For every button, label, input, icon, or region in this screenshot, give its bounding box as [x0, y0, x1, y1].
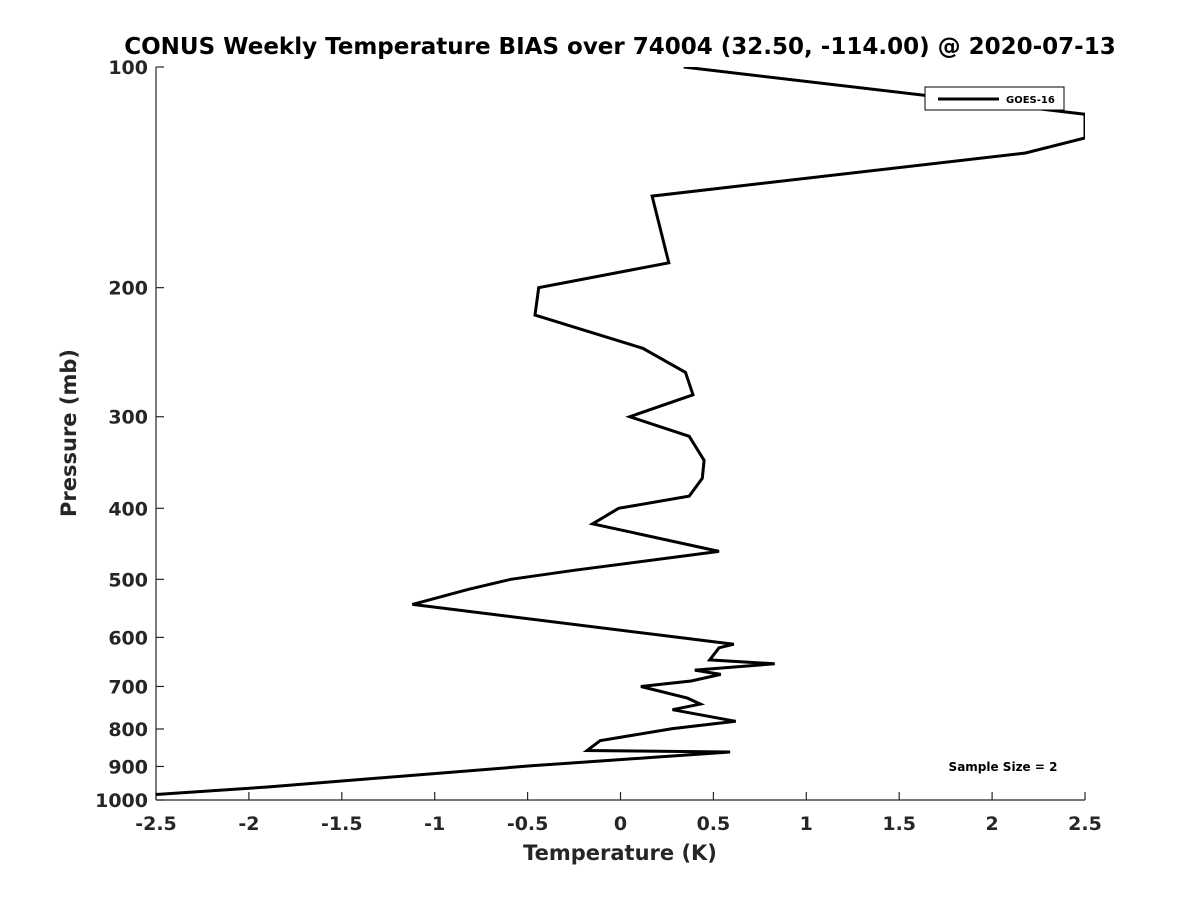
- x-tick-label: 2: [985, 813, 998, 835]
- y-tick-label: 600: [108, 627, 148, 649]
- legend: GOES-16: [924, 86, 1065, 111]
- x-tick-label: -1.5: [321, 813, 363, 835]
- x-tick-label: -1: [424, 813, 445, 835]
- x-tick-label: -2.5: [135, 813, 177, 835]
- x-tick-label: 1: [800, 813, 813, 835]
- y-axis-label: Pressure (mb): [57, 349, 81, 517]
- x-tick-label: 0: [614, 813, 627, 835]
- x-axis-label: Temperature (K): [523, 841, 717, 865]
- y-tick-label: 500: [108, 569, 148, 591]
- x-tick-label: 0.5: [697, 813, 731, 835]
- x-axis-ticks: -2.5 -2 -1.5 -1 -0.5 0 0.5 1 1.5 2 2.5: [135, 792, 1102, 835]
- y-tick-label: 900: [108, 756, 148, 778]
- x-tick-label: -2: [238, 813, 259, 835]
- y-tick-label: 200: [108, 278, 148, 300]
- y-tick-label: 300: [108, 407, 148, 429]
- x-tick-label: -0.5: [507, 813, 549, 835]
- series-group: [156, 67, 1085, 796]
- series-line-goes-16: [156, 67, 1085, 796]
- y-tick-label: 400: [108, 498, 148, 520]
- y-tick-label: 1000: [95, 790, 148, 812]
- y-tick-label: 700: [108, 676, 148, 698]
- y-tick-label: 100: [108, 57, 148, 79]
- legend-label: GOES-16: [1006, 95, 1055, 106]
- x-tick-label: 1.5: [882, 813, 916, 835]
- x-tick-label: 2.5: [1068, 813, 1102, 835]
- plot-area: [155, 67, 1085, 801]
- y-axis-ticks: 100 200 300 400 500 600 700 800 900 1000: [95, 57, 164, 812]
- chart-title: CONUS Weekly Temperature BIAS over 74004…: [124, 34, 1115, 60]
- sample-size-annotation: Sample Size = 2: [949, 760, 1058, 774]
- y-tick-label: 800: [108, 719, 148, 741]
